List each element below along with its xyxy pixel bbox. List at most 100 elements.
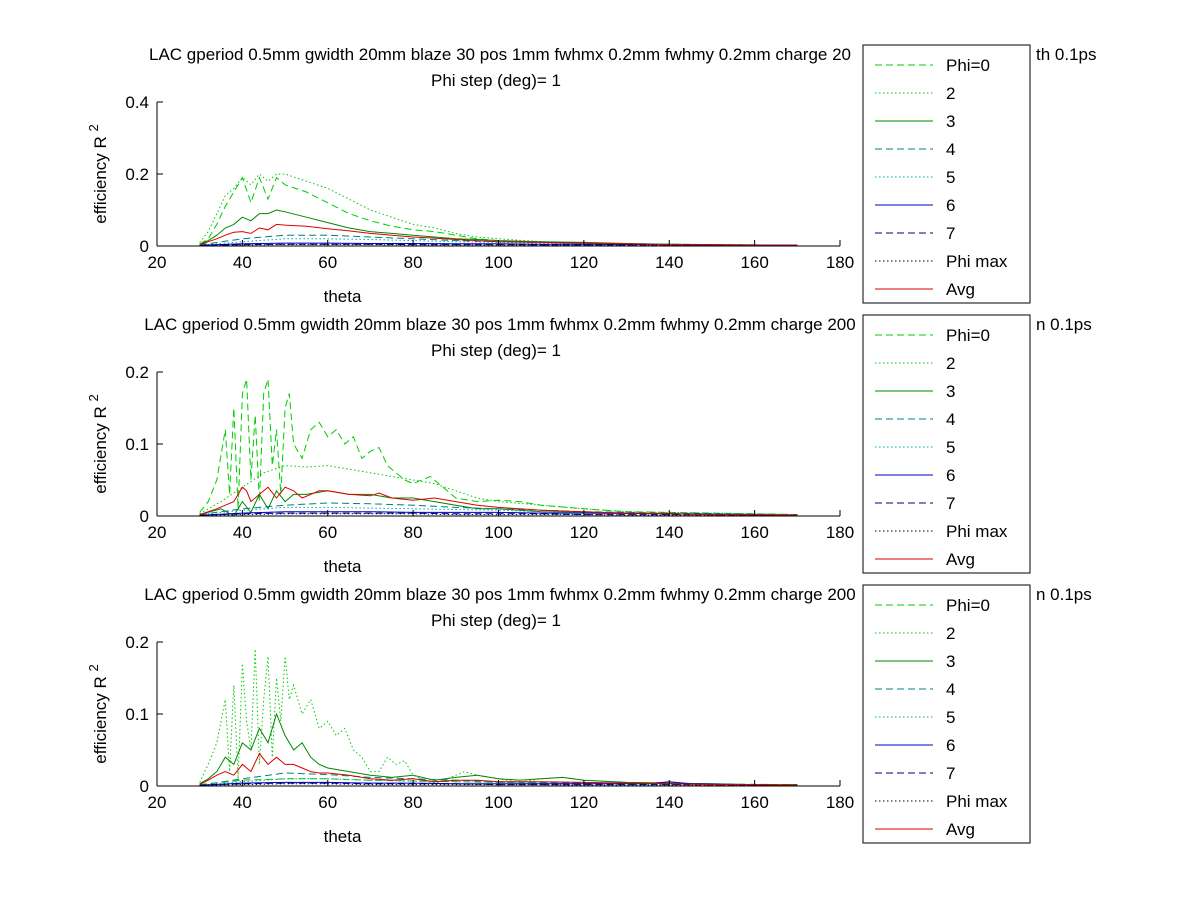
series-line-2 — [199, 649, 798, 786]
x-tick-label: 20 — [148, 793, 167, 812]
x-tick-label: 100 — [484, 253, 512, 272]
x-tick-label: 120 — [570, 793, 598, 812]
legend: Phi=0 2 3 4 5 6 7 Phi max Avg — [862, 44, 1031, 304]
x-tick-label: 60 — [318, 523, 337, 542]
y-tick-label: 0 — [140, 237, 149, 256]
chart-title: LAC gperiod 0.5mm gwidth 20mm blaze 30 p… — [149, 45, 851, 64]
x-tick-label: 140 — [655, 523, 683, 542]
subplot-2: 20 40 60 80 100 120 140 160 180 0 0.1 0.2 theta effic… — [86, 314, 1092, 576]
y-tick-label: 0.1 — [125, 705, 149, 724]
x-tick-label: 40 — [233, 793, 252, 812]
legend-label: Phi max — [946, 252, 1008, 271]
y-tick-label: 0.2 — [125, 363, 149, 382]
legend-label: 7 — [946, 764, 955, 783]
series-line-4 — [199, 772, 798, 786]
y-axis-label-superscript: 2 — [86, 394, 101, 401]
x-tick-label: 80 — [404, 793, 423, 812]
chart-subtitle: Phi step (deg)= 1 — [431, 611, 561, 630]
legend-label: 5 — [946, 438, 955, 457]
y-axis-label-superscript: 2 — [86, 664, 101, 671]
chart-title-tail: n 0.1ps — [1036, 315, 1092, 334]
legend-label: 2 — [946, 624, 955, 643]
x-axis-label: theta — [324, 557, 362, 576]
legend-label: 2 — [946, 84, 955, 103]
series-line-2 — [199, 173, 798, 246]
legend-box — [862, 44, 1031, 304]
legend-label: 4 — [946, 140, 955, 159]
chart-subtitle: Phi step (deg)= 1 — [431, 341, 561, 360]
y-tick-label: 0.2 — [125, 633, 149, 652]
series-group — [199, 379, 798, 517]
x-tick-label: 180 — [826, 253, 854, 272]
chart-title-tail: th 0.1ps — [1036, 45, 1097, 64]
x-tick-label: 120 — [570, 253, 598, 272]
y-tick-label: 0 — [140, 507, 149, 526]
x-tick-label: 100 — [484, 793, 512, 812]
y-tick-label: 0.1 — [125, 435, 149, 454]
y-axis-label: efficiency R 2 — [86, 124, 110, 224]
x-axis-label: theta — [324, 827, 362, 846]
series-line-1 — [199, 379, 798, 516]
legend-box — [862, 314, 1031, 574]
series-line-7 — [199, 782, 798, 786]
x-tick-label: 140 — [655, 253, 683, 272]
legend-label: 5 — [946, 708, 955, 727]
legend-label: 3 — [946, 382, 955, 401]
legend-label: Avg — [946, 820, 975, 839]
y-axis-label: efficiency R 2 — [86, 394, 110, 494]
series-line-3 — [199, 712, 798, 786]
series-group — [199, 173, 798, 247]
series-line-9 — [199, 486, 798, 516]
series-line-9 — [199, 223, 798, 246]
legend-label: 7 — [946, 224, 955, 243]
legend-label: 2 — [946, 354, 955, 373]
y-axis-label: efficiency R 2 — [86, 664, 110, 764]
x-tick-label: 60 — [318, 793, 337, 812]
legend-label: 6 — [946, 196, 955, 215]
series-line-7 — [199, 243, 798, 247]
x-axis-label: theta — [324, 287, 362, 306]
y-tick-label: 0.2 — [125, 165, 149, 184]
series-line-6 — [199, 511, 798, 516]
y-tick-label: 0 — [140, 777, 149, 796]
legend-label: 4 — [946, 410, 955, 429]
legend-label: 3 — [946, 652, 955, 671]
x-tick-label: 20 — [148, 523, 167, 542]
legend-label: Avg — [946, 550, 975, 569]
chart-subtitle: Phi step (deg)= 1 — [431, 71, 561, 90]
series-line-6 — [199, 242, 798, 246]
legend-label: 6 — [946, 466, 955, 485]
legend-box — [862, 584, 1031, 844]
legend-label: 3 — [946, 112, 955, 131]
x-tick-label: 20 — [148, 253, 167, 272]
legend-label: 6 — [946, 736, 955, 755]
x-tick-label: 160 — [740, 523, 768, 542]
legend-label: 5 — [946, 168, 955, 187]
series-line-7 — [199, 512, 798, 516]
chart-title-tail: n 0.1ps — [1036, 585, 1092, 604]
x-tick-label: 180 — [826, 523, 854, 542]
y-axis-label-superscript: 2 — [86, 124, 101, 131]
legend: Phi=0 2 3 4 5 6 7 Phi max Avg — [862, 584, 1031, 844]
subplot-1: 20 40 60 80 100 120 140 160 180 0 0.2 0.4 theta effic… — [86, 44, 1097, 306]
legend-label: 7 — [946, 494, 955, 513]
x-tick-label: 140 — [655, 793, 683, 812]
series-group — [199, 649, 798, 786]
chart-title: LAC gperiod 0.5mm gwidth 20mm blaze 30 p… — [144, 585, 855, 604]
x-tick-label: 60 — [318, 253, 337, 272]
x-tick-label: 40 — [233, 253, 252, 272]
x-tick-label: 180 — [826, 793, 854, 812]
x-tick-label: 100 — [484, 523, 512, 542]
legend-label: 4 — [946, 680, 955, 699]
legend-label: Phi=0 — [946, 56, 990, 75]
x-tick-label: 80 — [404, 523, 423, 542]
x-tick-label: 40 — [233, 523, 252, 542]
chart-title: LAC gperiod 0.5mm gwidth 20mm blaze 30 p… — [144, 315, 855, 334]
y-tick-label: 0.4 — [125, 93, 149, 112]
legend-label: Avg — [946, 280, 975, 299]
legend-label: Phi max — [946, 522, 1008, 541]
x-tick-label: 160 — [740, 253, 768, 272]
legend-label: Phi=0 — [946, 596, 990, 615]
legend-label: Phi=0 — [946, 326, 990, 345]
